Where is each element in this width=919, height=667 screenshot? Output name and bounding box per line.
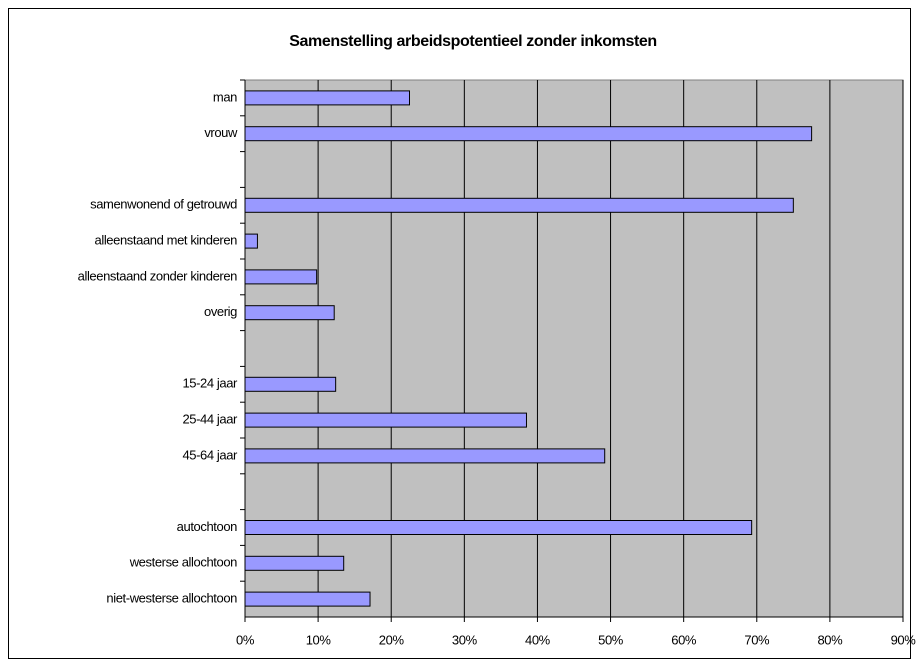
bar <box>244 448 606 464</box>
bar <box>244 233 258 249</box>
x-tick-label: 40% <box>525 632 551 647</box>
x-tick-label: 0% <box>236 632 255 647</box>
bar <box>244 126 813 142</box>
bar <box>244 555 345 571</box>
bar <box>244 520 753 535</box>
chart-title: Samenstelling arbeidspotentieel zonder i… <box>289 33 657 50</box>
y-tick-label: 15-24 jaar <box>182 376 238 391</box>
bar <box>244 376 337 392</box>
bar <box>244 197 794 213</box>
y-tick-label: overig <box>204 304 237 319</box>
x-tick-label: 90% <box>891 632 917 647</box>
x-tick-label: 10% <box>306 632 332 647</box>
x-tick-label: 20% <box>379 632 405 647</box>
bar <box>244 591 371 607</box>
y-tick-label: 45-64 jaar <box>182 447 238 462</box>
x-tick-label: 70% <box>744 632 770 647</box>
bar <box>244 305 335 321</box>
y-tick-label: samenwonend of getrouwd <box>90 197 237 212</box>
y-tick-label: autochtoon <box>177 519 238 534</box>
bar <box>244 412 527 428</box>
x-tick-label: 80% <box>817 632 843 647</box>
y-tick-label: man <box>213 89 237 104</box>
y-tick-label: alleenstaand zonder kinderen <box>78 268 238 283</box>
y-tick-label: westerse allochtoon <box>129 555 237 570</box>
bar <box>244 269 318 285</box>
x-tick-label: 60% <box>671 632 697 647</box>
x-tick-label: 50% <box>598 632 624 647</box>
y-tick-label: vrouw <box>204 125 238 140</box>
y-tick-label: alleenstaand met kinderen <box>95 233 238 248</box>
y-tick-label: niet-westerse allochtoon <box>106 591 237 606</box>
y-tick-label: 25-44 jaar <box>182 412 238 427</box>
plot-area <box>244 79 904 618</box>
bar <box>244 90 410 106</box>
x-tick-label: 30% <box>452 632 478 647</box>
